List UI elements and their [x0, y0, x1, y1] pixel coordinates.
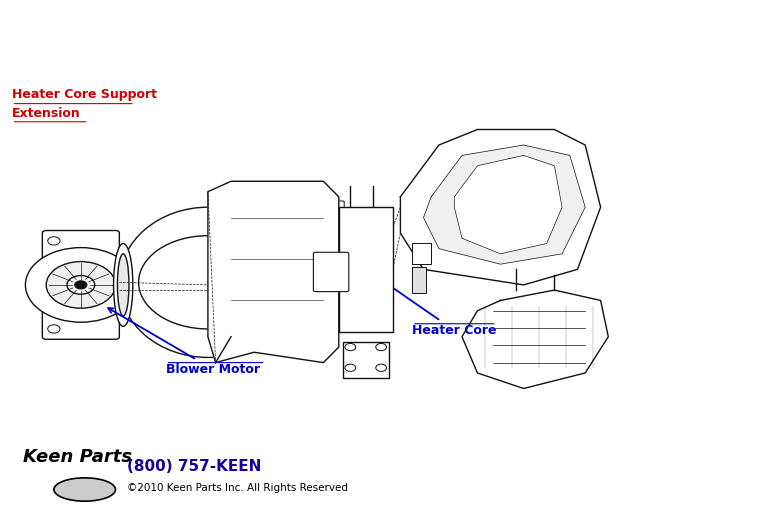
Circle shape	[48, 325, 60, 333]
Polygon shape	[400, 130, 601, 285]
Bar	[412, 243, 431, 264]
Circle shape	[376, 364, 387, 371]
Text: Heater Core: Heater Core	[385, 282, 497, 337]
Text: ©2010 Keen Parts Inc. All Rights Reserved: ©2010 Keen Parts Inc. All Rights Reserve…	[127, 483, 348, 493]
Text: (800) 757-KEEN: (800) 757-KEEN	[127, 459, 262, 474]
Circle shape	[139, 236, 277, 329]
Bar	[343, 342, 389, 378]
Bar	[412, 267, 426, 293]
Circle shape	[25, 248, 136, 322]
FancyBboxPatch shape	[318, 248, 344, 270]
Polygon shape	[424, 145, 585, 264]
Circle shape	[376, 343, 387, 351]
FancyBboxPatch shape	[42, 231, 119, 339]
Polygon shape	[462, 290, 608, 388]
Text: Blower Motor: Blower Motor	[108, 308, 259, 376]
Circle shape	[345, 343, 356, 351]
Bar	[339, 207, 393, 332]
Circle shape	[345, 364, 356, 371]
Ellipse shape	[114, 243, 132, 326]
Ellipse shape	[54, 478, 116, 501]
FancyBboxPatch shape	[318, 201, 344, 224]
Polygon shape	[454, 155, 562, 254]
Circle shape	[67, 276, 95, 294]
Text: Heater Core Support
Extension: Heater Core Support Extension	[12, 88, 156, 120]
Circle shape	[75, 281, 87, 289]
Circle shape	[46, 262, 116, 308]
Ellipse shape	[117, 254, 129, 316]
Text: Keen Parts: Keen Parts	[23, 448, 132, 466]
FancyBboxPatch shape	[313, 252, 349, 292]
Polygon shape	[208, 181, 339, 363]
Circle shape	[48, 237, 60, 245]
FancyBboxPatch shape	[318, 310, 344, 333]
Ellipse shape	[119, 207, 296, 357]
